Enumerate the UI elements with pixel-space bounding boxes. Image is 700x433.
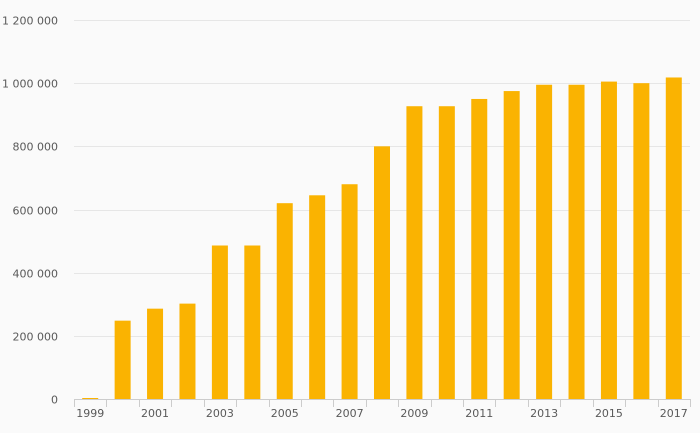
bar-2012 <box>503 91 520 399</box>
bar-2006 <box>309 195 326 399</box>
bar-2002 <box>179 303 196 399</box>
x-tick-label: 2015 <box>595 407 623 420</box>
x-tick-label: 2007 <box>336 407 364 420</box>
bar-2000 <box>114 320 131 399</box>
bar-2009 <box>406 106 423 399</box>
y-tick-label: 800 000 <box>13 141 59 154</box>
bar-2017 <box>665 77 682 399</box>
x-axis <box>74 399 691 407</box>
x-tick-label: 2013 <box>530 407 558 420</box>
y-tick-label: 600 000 <box>13 205 59 218</box>
bar-2008 <box>374 146 390 399</box>
bar-2011 <box>471 98 488 400</box>
bar-2005 <box>276 203 293 399</box>
bar-2010 <box>438 106 455 399</box>
bar-2003 <box>211 245 228 399</box>
bar-2013 <box>536 84 553 399</box>
y-tick-label: 200 000 <box>13 331 59 344</box>
bar-2016 <box>633 83 650 400</box>
x-tick-label: 2017 <box>660 407 688 420</box>
bars <box>82 77 682 400</box>
y-tick-label: 1 000 000 <box>2 78 58 91</box>
x-tick-label: 2005 <box>271 407 299 420</box>
x-tick-label: 2001 <box>141 407 169 420</box>
x-axis-tick-labels: 1999 2001 2003 2005 2007 2009 2011 2013 2015 2017 <box>76 407 688 420</box>
x-tick-label: 2003 <box>206 407 234 420</box>
bar-2007 <box>341 184 358 399</box>
bar-1999 <box>82 398 99 399</box>
bar-2004 <box>244 245 261 399</box>
y-tick-label: 0 <box>51 394 58 407</box>
y-tick-label: 400 000 <box>13 268 59 281</box>
y-tick-label: 1 200 000 <box>2 15 58 28</box>
bar-2001 <box>147 308 164 399</box>
x-tick-label: 2009 <box>400 407 428 420</box>
x-tick-label: 2011 <box>465 407 493 420</box>
x-tick-label: 1999 <box>76 407 104 420</box>
y-axis-tick-labels: 0 200 000 400 000 600 000 800 000 1 000 000 1 … <box>2 15 58 407</box>
bar-2015 <box>600 81 617 399</box>
bar-2014 <box>568 84 585 399</box>
